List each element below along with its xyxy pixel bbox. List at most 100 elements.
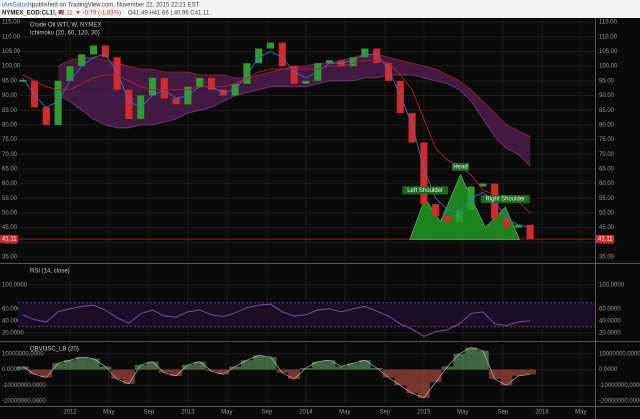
candle bbox=[290, 66, 298, 84]
candle bbox=[19, 79, 27, 82]
oscillator-area bbox=[524, 369, 537, 375]
y-tick-label: -10000000.0000 bbox=[2, 383, 46, 389]
oscillator-area bbox=[75, 357, 88, 370]
rsi-line bbox=[22, 303, 531, 337]
oscillator-area bbox=[123, 369, 135, 384]
oscillator-area bbox=[500, 369, 513, 386]
oscillator-area bbox=[170, 369, 183, 376]
y-tick-label: 45.00 bbox=[2, 225, 18, 231]
cloud-edge bbox=[57, 54, 531, 137]
y-tick-label: 60.0000 bbox=[2, 306, 24, 312]
y-tick-label: 110.00 bbox=[599, 34, 618, 40]
y-tick-label: 105.00 bbox=[599, 49, 618, 55]
y-tick-label: 40.0000 bbox=[2, 318, 24, 324]
oscillator-area bbox=[441, 366, 454, 370]
chart-subtitle: Ichimoku (20, 60, 120, 30) bbox=[30, 31, 100, 37]
y-tick-label: 75.00 bbox=[2, 137, 18, 143]
oscillator-area bbox=[217, 369, 230, 375]
y-tick-label: 20.0000 bbox=[599, 330, 621, 336]
candle bbox=[266, 42, 275, 49]
x-tick-label: 2013 bbox=[181, 410, 195, 416]
candle bbox=[396, 80, 404, 114]
x-tick-label: Sep bbox=[144, 410, 155, 416]
oscillator-area bbox=[241, 360, 253, 370]
y-tick-label: 85.00 bbox=[2, 108, 18, 114]
candle bbox=[420, 142, 428, 205]
candle bbox=[54, 80, 62, 125]
symbol: NYMEX_EOD:CL1!, W bbox=[2, 11, 64, 17]
y-tick-label: 75.00 bbox=[599, 137, 615, 143]
oscillator-area bbox=[16, 366, 29, 370]
oscillator-area bbox=[87, 358, 100, 370]
oscillator-area bbox=[146, 361, 159, 370]
price: 41.11 bbox=[58, 11, 73, 17]
oscillator-area bbox=[323, 360, 336, 370]
y-tick-label: 95.00 bbox=[2, 78, 18, 84]
y-tick-label: 95.00 bbox=[599, 78, 615, 84]
y-tick-label: 55.00 bbox=[599, 196, 615, 202]
annotation-box bbox=[402, 186, 448, 195]
y-tick-label: 80.00 bbox=[599, 122, 615, 128]
y-tick-label: 70.00 bbox=[2, 152, 18, 158]
oscillator-area bbox=[465, 347, 478, 370]
chart-title: OBVOSC_LB (20) bbox=[30, 347, 79, 353]
oscillator-area bbox=[99, 366, 112, 370]
y-tick-label: 85.00 bbox=[599, 108, 615, 114]
oscillator-area bbox=[512, 369, 525, 376]
change: ▼ -0.79 (-1.83%) bbox=[75, 11, 121, 17]
y-tick-label: -20000000.0000 bbox=[599, 399, 640, 405]
oscillator-area bbox=[64, 360, 76, 370]
x-tick-label: 2016 bbox=[535, 410, 549, 416]
y-tick-label: 65.00 bbox=[599, 166, 615, 172]
y-tick-label: 40.0000 bbox=[599, 318, 621, 324]
candle bbox=[443, 215, 452, 222]
y-tick-label: 50.00 bbox=[599, 211, 615, 217]
y-tick-label: 60.00 bbox=[599, 181, 615, 187]
y-tick-label: 55.00 bbox=[2, 196, 18, 202]
oscillator-area bbox=[288, 369, 301, 380]
header-bar bbox=[0, 0, 640, 18]
x-tick-label: 2014 bbox=[299, 410, 313, 416]
oscillator-line bbox=[22, 347, 531, 399]
oscillator-area bbox=[300, 368, 312, 370]
x-tick-label: May bbox=[103, 410, 114, 416]
candle bbox=[325, 60, 334, 64]
x-tick-label: May bbox=[221, 410, 232, 416]
y-tick-label: 100.00 bbox=[2, 64, 21, 70]
candle bbox=[502, 218, 511, 228]
chart-title: RSI (14, close) bbox=[30, 269, 70, 275]
oscillator-area bbox=[394, 369, 407, 386]
y-tick-label: 70.00 bbox=[599, 152, 615, 158]
ichimoku-line bbox=[22, 50, 531, 229]
candle bbox=[42, 107, 50, 125]
oscillator-area bbox=[276, 369, 289, 373]
cloud-edge bbox=[57, 74, 531, 167]
candle bbox=[526, 224, 534, 240]
y-tick-label: 60.0000 bbox=[599, 306, 621, 312]
annotation-box bbox=[452, 162, 469, 171]
oscillator-area bbox=[158, 369, 171, 373]
candle bbox=[361, 48, 369, 58]
oscillator-area bbox=[382, 369, 395, 378]
y-tick-label: 35.00 bbox=[599, 255, 615, 261]
oscillator-area bbox=[347, 363, 360, 370]
annotation: Head bbox=[453, 164, 467, 170]
last-price-box bbox=[0, 235, 18, 244]
candle bbox=[514, 224, 522, 228]
oscillator-area bbox=[453, 353, 466, 370]
candle bbox=[113, 57, 121, 90]
candle bbox=[455, 210, 463, 222]
y-tick-label: 105.00 bbox=[2, 49, 21, 55]
y-tick-label: 50.00 bbox=[2, 211, 18, 217]
candle bbox=[30, 80, 39, 108]
y-tick-label: 35.00 bbox=[2, 255, 18, 261]
chart-title: Crude Oil WTI, W, NYMEX bbox=[30, 23, 101, 29]
candle bbox=[278, 42, 286, 67]
last-price-label: 41.11 bbox=[2, 237, 17, 243]
y-tick-label: 80.00 bbox=[2, 122, 18, 128]
candle bbox=[66, 66, 74, 81]
y-tick-label: 90.00 bbox=[599, 93, 615, 99]
y-tick-label: 100.0000 bbox=[599, 282, 625, 288]
oscillator-area bbox=[52, 363, 65, 370]
oscillator-area bbox=[134, 364, 147, 370]
